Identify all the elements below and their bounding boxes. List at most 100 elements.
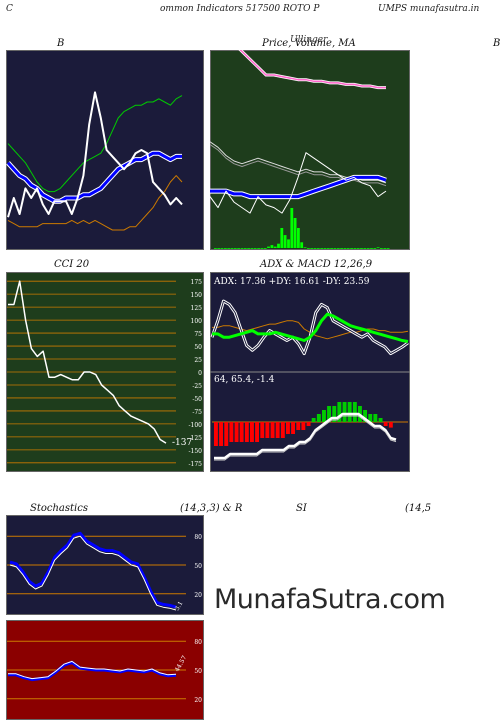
volume-bar	[280, 228, 284, 248]
rsi-tick-label: 50	[194, 668, 202, 675]
stoch-tick-label: 80	[194, 534, 202, 541]
macd-histogram-bar	[224, 422, 229, 446]
cci-tick-label: 0	[198, 370, 202, 377]
volume-bar	[277, 243, 280, 248]
cci-tick-label: -75	[192, 409, 202, 416]
volume-bar	[356, 248, 360, 249]
macd-histogram-bar	[342, 402, 347, 422]
price-line	[210, 152, 387, 214]
volume-bar	[336, 248, 340, 249]
macd-histogram-bar	[286, 422, 290, 434]
stoch-title-right-a: SI	[296, 503, 307, 514]
cci-title: CCI 20	[54, 259, 90, 270]
macd-histogram-bar	[219, 422, 223, 446]
volume-bar	[343, 248, 347, 249]
volume-bar	[380, 248, 383, 249]
macd-histogram-bar	[291, 422, 295, 434]
cci-tick-label: -25	[192, 383, 202, 390]
volume-bar	[227, 248, 231, 249]
price-title-overlap: Ullinger	[290, 35, 328, 45]
stochastics-chart: 80 50 20 3.1	[6, 515, 204, 615]
volume-bar	[313, 248, 317, 249]
volume-bar	[333, 248, 337, 249]
volume-bar	[363, 248, 367, 249]
price-title: Price, Volume, MA	[262, 38, 356, 49]
volume-bar	[340, 248, 343, 249]
cci-tick-label: 175	[191, 279, 203, 286]
macd-histogram-bar	[311, 418, 316, 422]
macd-histogram-bar	[378, 418, 383, 422]
price-line	[7, 91, 183, 218]
cci-panel: 175 150 125 100 75 50 25 0 -25 -50 -75 -100 -125 -150…	[6, 272, 204, 472]
adx-title: ADX & MACD 12,26,9	[260, 259, 373, 270]
volume-bar	[287, 239, 290, 248]
volume-bar	[310, 248, 314, 249]
right-edge-title: B	[493, 38, 500, 49]
volume-bar	[303, 247, 307, 249]
watermark: MunafaSutra.com	[214, 584, 446, 615]
stoch-panel: 80 50 20 3.1	[6, 515, 204, 615]
volume-bar	[273, 246, 277, 248]
volume-bar	[360, 248, 363, 249]
panel-background	[6, 50, 204, 250]
volume-bar	[320, 248, 324, 249]
adx-line	[212, 312, 409, 343]
stoch-value-label: 3.1	[174, 600, 185, 612]
volume-bar	[243, 248, 247, 249]
macd-histogram-bar	[363, 410, 367, 422]
volume-bar	[270, 245, 274, 248]
macd-readout: 64, 65.4, -1.4	[214, 375, 275, 385]
volume-bar	[267, 246, 270, 248]
price-chart	[210, 50, 410, 250]
volume-bar	[250, 248, 254, 249]
volume-bar	[290, 208, 294, 248]
cci-tick-label: -100	[189, 422, 203, 429]
volume-bar	[383, 248, 387, 249]
stoch-title-left: Stochastics	[30, 503, 88, 514]
macd-signal-line	[214, 415, 397, 461]
macd-histogram-bar	[234, 422, 239, 442]
volume-bar	[307, 248, 310, 249]
ma-line-b	[210, 144, 387, 187]
cci-tick-label: -125	[189, 435, 203, 442]
stoch-tick-label: 20	[194, 592, 202, 599]
volume-bar	[233, 248, 237, 249]
macd-histogram-bar	[332, 406, 337, 422]
macd-histogram-bar	[316, 414, 321, 422]
bollinger-mid-line	[210, 175, 387, 199]
cci-tick-label: 150	[191, 292, 203, 299]
macd-histogram-bar	[265, 422, 270, 438]
price-panel	[210, 50, 410, 250]
rsi-smooth-line	[8, 660, 177, 682]
stoch-tick-label: 50	[194, 563, 202, 570]
volume-bar	[217, 248, 221, 249]
stoch-slow-line	[9, 531, 177, 609]
volume-bar	[373, 248, 377, 249]
macd-histogram-bar	[347, 402, 352, 422]
volume-bar	[346, 248, 350, 249]
macd-histogram-bar	[383, 422, 388, 426]
volume-bar	[283, 235, 287, 248]
macd-histogram-bar	[388, 422, 393, 428]
macd-histogram-bar	[322, 410, 326, 422]
rsi-panel: 80 50 20 44.57	[6, 620, 204, 720]
macd-line	[214, 412, 397, 460]
cci-tick-label: 25	[194, 357, 202, 364]
volume-bar	[253, 248, 257, 249]
macd-histogram-bar	[280, 422, 285, 438]
macd-histogram-bar	[214, 422, 218, 446]
volume-bar	[323, 248, 327, 249]
cci-tick-label: -50	[192, 396, 202, 403]
volume-bar	[237, 248, 240, 249]
bollinger-chart	[6, 50, 204, 250]
volume-bar	[214, 248, 217, 249]
cci-tick-label: 75	[194, 331, 202, 338]
cci-tick-label: 100	[191, 318, 203, 325]
header-right: UMPS munafasutra.in	[378, 4, 480, 14]
cci-chart: 175 150 125 100 75 50 25 0 -25 -50 -75 -100 -125 -150…	[6, 272, 204, 472]
bollinger-title: B	[57, 38, 65, 49]
volume-bar	[224, 248, 227, 249]
macd-histogram-bar	[260, 422, 265, 438]
volume-bar	[353, 248, 357, 249]
